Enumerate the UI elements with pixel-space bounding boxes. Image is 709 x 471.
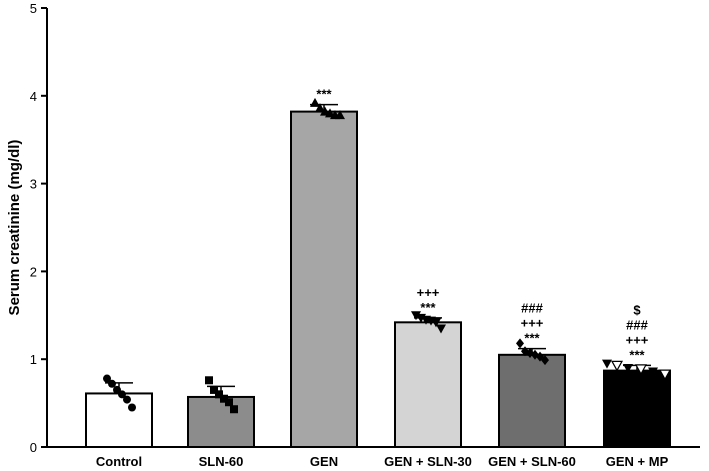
data-point [541,355,549,366]
y-tick-label: 3 [30,177,37,192]
y-tick-label: 5 [30,1,37,16]
data-point [602,359,612,369]
data-point [205,376,213,385]
data-point [623,363,633,373]
data-point [436,324,446,334]
significance-label: ### [626,317,648,332]
y-axis-title: Serum creatinine (mg/dl) [6,140,23,316]
x-tick-label: Control [96,454,142,469]
bars [85,103,671,449]
bar [498,353,566,448]
significance-label: +++ [626,332,649,347]
data-point [103,374,111,383]
data-point [516,338,524,349]
x-tick-label: SLN-60 [199,454,244,469]
x-tick-label: GEN [310,454,338,469]
bar [187,395,255,449]
data-point [335,110,345,120]
axes [41,7,700,448]
data-point [610,360,624,372]
significance-label: *** [420,300,436,315]
data-point [225,398,233,407]
labels: 0 1 2 3 4 5 Serum creatinine (mg/dl) Control SLN… [6,1,669,469]
data-point [118,390,126,399]
data-point [648,367,658,377]
bar [290,110,358,448]
significance-label: *** [524,331,540,346]
significance-label: *** [629,347,645,362]
significance-label: $ [633,302,641,317]
significance-label: +++ [417,285,440,300]
data-point [128,403,136,412]
data-point [658,369,672,381]
data-point [210,385,218,394]
x-tick-label: GEN + SLN-60 [488,454,576,469]
y-tick-label: 2 [30,264,37,279]
data-point [310,97,320,107]
data-points [103,97,672,414]
data-point [431,318,441,328]
x-tick-label: GEN + SLN-30 [384,454,472,469]
significance-label: ### [521,301,543,316]
data-point [108,379,116,388]
data-point [215,390,223,399]
significance-label: *** [316,87,332,102]
bar [603,369,671,449]
data-point [634,364,648,376]
data-point [411,311,421,321]
data-point [315,103,325,113]
bar [394,321,462,449]
data-point [123,395,131,404]
y-tick-label: 1 [30,352,37,367]
x-tick-label: GEN + MP [606,454,669,469]
y-tick-label: 0 [30,440,37,455]
significance-label: +++ [521,316,544,331]
bar [85,392,153,448]
data-point [220,394,228,403]
y-tick-label: 4 [30,89,37,104]
data-point [230,405,238,414]
